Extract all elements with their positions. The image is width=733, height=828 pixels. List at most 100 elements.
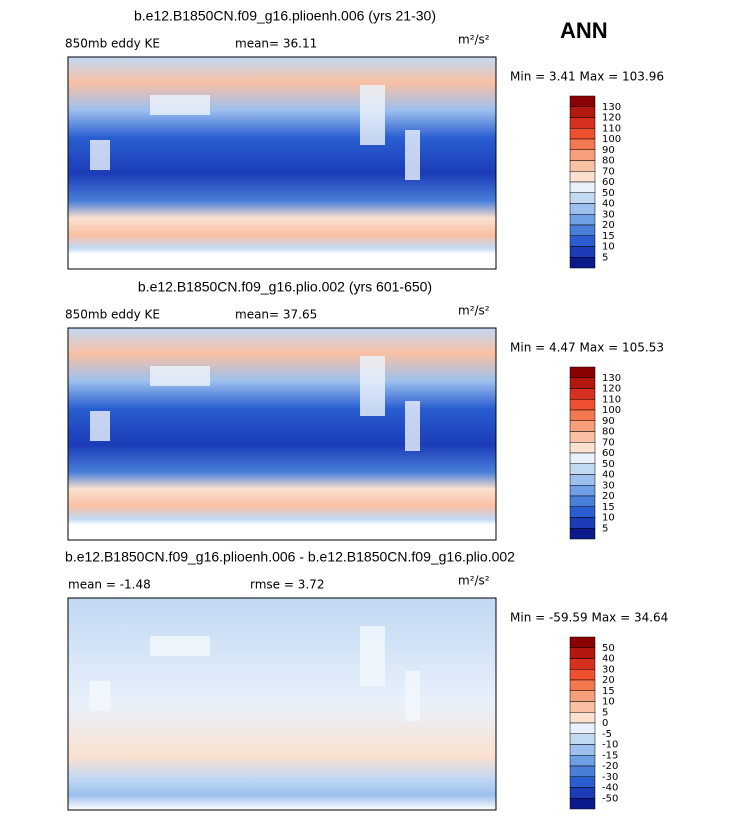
colorbar-label: 40 <box>602 199 615 210</box>
colorbar-box <box>569 755 596 767</box>
colorbar-box <box>569 203 596 215</box>
colorbar-label: 30 <box>602 209 615 220</box>
colorbar-label: 120 <box>602 384 621 395</box>
center-label: mean= 37.65 <box>235 308 317 322</box>
land-patch <box>405 130 420 180</box>
min-max: Min = -59.59 Max = 34.64 <box>510 611 668 625</box>
colorbar-label: -15 <box>602 750 618 761</box>
land-patch <box>405 671 420 721</box>
colorbar-label: 50 <box>602 188 615 199</box>
colorbar-label: 15 <box>602 686 615 697</box>
colorbar-label: 30 <box>602 480 615 491</box>
colorbar-box <box>569 658 596 670</box>
colorbar-box <box>569 366 596 378</box>
colorbar-box <box>569 377 596 389</box>
colorbar-box <box>569 636 596 648</box>
units: m²/s² <box>458 574 490 588</box>
left-label: 850mb eddy KE <box>65 308 160 322</box>
colorbar-box <box>569 214 596 226</box>
land-patch <box>150 95 210 115</box>
colorbar-box <box>569 733 596 745</box>
colorbar-label: -10 <box>602 740 618 751</box>
colorbar-label: -5 <box>602 729 612 740</box>
left-label: mean = -1.48 <box>68 578 151 592</box>
colorbar-label: 100 <box>602 405 621 416</box>
colorbar-box <box>569 149 596 161</box>
colorbar-box <box>569 669 596 681</box>
colorbar-box <box>569 409 596 421</box>
colorbar-label: 15 <box>602 502 615 513</box>
colorbar-box <box>569 95 596 107</box>
colorbar-box <box>569 235 596 247</box>
panel-title: b.e12.B1850CN.f09_g16.plio.002 (yrs 601-… <box>138 279 432 295</box>
colorbar-label: 130 <box>602 373 621 384</box>
colorbar-label: 5 <box>602 707 608 718</box>
colorbar-box <box>569 506 596 518</box>
season-label: ANN <box>560 18 608 43</box>
land-patch <box>90 140 110 170</box>
colorbar-box <box>569 181 596 193</box>
colorbar-box <box>569 171 596 183</box>
colorbar-box <box>569 442 596 454</box>
min-max: Min = 4.47 Max = 105.53 <box>510 341 664 355</box>
units: m²/s² <box>458 33 490 47</box>
colorbar-label: 60 <box>602 448 615 459</box>
colorbar-box <box>569 485 596 497</box>
colorbar-box <box>569 160 596 172</box>
land-patch <box>90 681 110 711</box>
colorbar-box <box>569 690 596 702</box>
colorbar-box <box>569 701 596 713</box>
colorbar-box <box>569 452 596 464</box>
land-patch <box>90 411 110 441</box>
center-label: rmse = 3.72 <box>250 578 324 592</box>
left-label: 850mb eddy KE <box>65 37 160 51</box>
colorbar-box <box>569 224 596 236</box>
colorbar-label: 130 <box>602 102 621 113</box>
colorbar-box <box>569 528 596 540</box>
colorbar-label: 20 <box>602 675 615 686</box>
colorbar-label: 110 <box>602 123 621 134</box>
colorbar-box <box>569 388 596 400</box>
colorbar-label: 10 <box>602 242 615 253</box>
colorbar-label: 80 <box>602 156 615 167</box>
colorbar-label: 50 <box>602 643 615 654</box>
colorbar-label: -40 <box>602 783 618 794</box>
colorbar-label: 10 <box>602 513 615 524</box>
colorbar-label: 0 <box>602 718 608 729</box>
land-patch <box>150 366 210 386</box>
land-patch <box>150 636 210 656</box>
colorbar-box <box>569 474 596 486</box>
colorbar-box <box>569 517 596 529</box>
colorbar-box <box>569 138 596 150</box>
colorbar-box <box>569 128 596 140</box>
colorbar-label: 90 <box>602 145 615 156</box>
colorbar-label: 5 <box>602 523 608 534</box>
colorbar-label: 70 <box>602 166 615 177</box>
colorbar-label: 40 <box>602 470 615 481</box>
colorbar-label: 100 <box>602 134 621 145</box>
panel-title: b.e12.B1850CN.f09_g16.plioenh.006 - b.e1… <box>65 549 515 565</box>
colorbar-box <box>569 106 596 118</box>
colorbar-box <box>569 495 596 507</box>
colorbar-box <box>569 679 596 691</box>
units: m²/s² <box>458 304 490 318</box>
colorbar-box <box>569 765 596 777</box>
colorbar-box <box>569 257 596 269</box>
colorbar-label: 20 <box>602 491 615 502</box>
colorbar-label: 80 <box>602 427 615 438</box>
colorbar-label: 70 <box>602 437 615 448</box>
colorbar-box <box>569 192 596 204</box>
colorbar-label: -20 <box>602 761 618 772</box>
colorbar-box <box>569 246 596 258</box>
colorbar-box <box>569 722 596 734</box>
colorbar-label: 20 <box>602 220 615 231</box>
colorbar-label: 15 <box>602 231 615 242</box>
min-max: Min = 3.41 Max = 103.96 <box>510 70 664 84</box>
center-label: mean= 36.11 <box>235 37 317 51</box>
colorbar-label: 90 <box>602 416 615 427</box>
colorbar-label: -50 <box>602 793 618 804</box>
land-patch <box>360 356 385 416</box>
colorbar-label: 10 <box>602 697 615 708</box>
map <box>67 327 497 541</box>
